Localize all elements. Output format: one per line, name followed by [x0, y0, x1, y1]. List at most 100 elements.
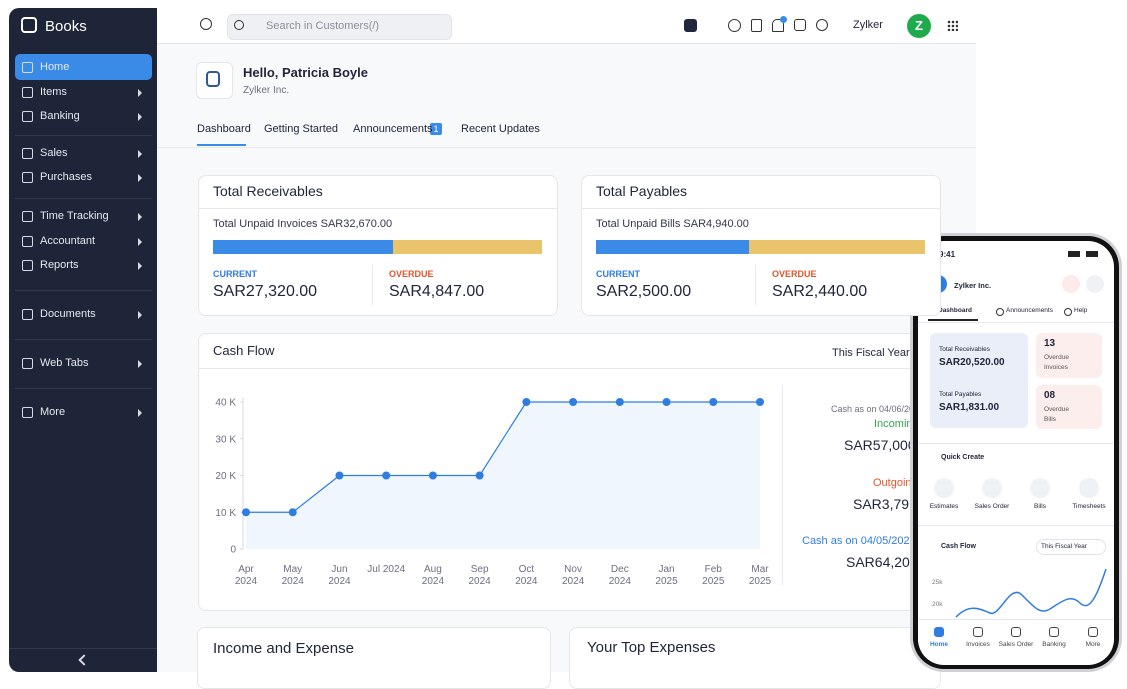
line — [246, 401, 760, 513]
separator — [581, 208, 941, 209]
separator — [157, 147, 976, 148]
overdue-invoices-count: 13 — [1044, 338, 1056, 349]
sidebar-item[interactable]: Items — [22, 86, 67, 98]
help-icon[interactable] — [816, 19, 828, 31]
sidebar-item[interactable]: Documents — [22, 308, 96, 320]
nav-label[interactable]: Home — [929, 641, 949, 648]
status-icons — [1068, 251, 1098, 257]
y-tick-label: 10 K — [215, 508, 236, 519]
x-tick-label: Apr 2024 — [234, 564, 258, 587]
tab[interactable]: Getting Started — [264, 123, 338, 135]
separator — [755, 265, 756, 305]
nav-icon — [973, 627, 983, 637]
x-tick-label: May 2024 — [281, 564, 304, 587]
nav-label[interactable]: Sales Order — [998, 641, 1034, 648]
point — [428, 471, 437, 480]
outgoing-label: Outgoin — [873, 477, 912, 489]
sidebar — [9, 8, 157, 672]
quick-create-label[interactable]: Timesheets — [1072, 503, 1106, 510]
add-button[interactable] — [684, 19, 697, 32]
organization: Zylker Inc. — [243, 85, 290, 96]
incoming-amount: SAR57,000 — [844, 437, 916, 453]
separator — [9, 648, 157, 649]
nav-icon — [934, 627, 944, 637]
quick-create-icon[interactable] — [1079, 478, 1099, 498]
quick-create-label[interactable]: Bills — [1034, 503, 1046, 510]
period-selector[interactable]: This Fiscal Year — [832, 347, 910, 359]
users-icon[interactable] — [728, 19, 741, 32]
mobile-org[interactable]: Zylker Inc. — [954, 281, 992, 290]
sidebar-item[interactable]: Purchases — [22, 171, 92, 183]
tab[interactable]: Recent Updates — [461, 123, 540, 135]
overdue-amount: SAR4,847.00 — [389, 283, 485, 300]
cash-flow-chart: 0 10 K 20 K 30 K 40 K — [215, 397, 764, 556]
receivables-amount: SAR20,520.00 — [939, 357, 1005, 368]
payables-label: Total Payables — [939, 391, 982, 398]
mobile-tab[interactable]: Announcements — [1006, 307, 1053, 314]
nav-label[interactable]: More — [1085, 641, 1101, 648]
x-tick-label: Aug 2024 — [421, 564, 445, 587]
sidebar-item[interactable]: Banking — [22, 110, 80, 122]
point — [242, 508, 250, 517]
avatar[interactable]: Z — [907, 14, 931, 38]
point — [522, 398, 531, 406]
history-icon[interactable] — [200, 18, 212, 30]
quick-create-icon[interactable] — [982, 478, 1002, 498]
mobile-nav — [918, 619, 1114, 665]
x-tick-label: Jul 2024 — [367, 564, 406, 575]
separator — [918, 443, 1114, 444]
mobile-alert[interactable] — [1062, 275, 1080, 293]
greeting: Hello, Patricia Boyle — [243, 65, 368, 80]
sidebar-item[interactable]: More — [21, 406, 66, 418]
sidebar-item[interactable]: Sales — [22, 147, 68, 159]
sidebar-item[interactable]: Accountant — [21, 235, 96, 247]
sidebar-item[interactable]: Reports — [22, 259, 79, 271]
overdue-invoices-box[interactable] — [1036, 333, 1102, 378]
y-tick-label: 40 K — [215, 398, 236, 409]
nav-icon — [1049, 627, 1059, 637]
cash-flow-card — [198, 333, 960, 611]
x-tick-label: Sep 2024 — [468, 564, 491, 587]
overdue-bills-count: 08 — [1044, 390, 1056, 401]
mobile-tick: 25k — [932, 579, 943, 586]
settings-icon[interactable] — [794, 19, 806, 31]
mobile-tab[interactable]: Help — [1074, 307, 1088, 314]
apps-icon[interactable] — [947, 20, 958, 31]
overdue-bills-label: Overdue Bills — [1044, 406, 1069, 423]
phone-frame: 9:41 Z Zylker Inc. Total Receivables SAR… — [910, 233, 1122, 672]
mobile-period-selector[interactable] — [1036, 539, 1106, 555]
separator — [918, 322, 1114, 323]
notifications-icon[interactable] — [772, 19, 784, 32]
mobile-search[interactable] — [1086, 275, 1104, 293]
submenu-arrow — [138, 174, 142, 182]
opening-label: Cash as on 04/06/20 — [831, 404, 915, 414]
overdue-label: OVERDUE — [389, 269, 434, 279]
nav-label[interactable]: Banking — [1042, 641, 1066, 648]
current-label: CURRENT — [596, 269, 640, 279]
organization-switcher[interactable]: Zylker — [853, 19, 883, 31]
nav-label[interactable]: Invoices — [966, 641, 990, 648]
status-time: 9:41 — [939, 250, 956, 259]
separator — [782, 385, 783, 585]
org-logo — [196, 62, 233, 99]
quick-create-icon[interactable] — [934, 478, 954, 498]
tab[interactable]: Announcements — [353, 123, 433, 135]
mobile-tab[interactable]: Dashboard — [938, 307, 972, 314]
quick-create-label[interactable]: Sales Order — [974, 503, 1010, 510]
unpaid-total: Total Unpaid Invoices SAR32,670.00 — [213, 218, 393, 230]
y-tick-label: 20 K — [215, 471, 236, 482]
separator — [15, 290, 152, 291]
sidebar-item[interactable]: Time Tracking — [22, 210, 109, 222]
tasks-icon[interactable] — [751, 19, 762, 32]
incoming-label: Incomin — [874, 418, 913, 430]
search-box[interactable] — [227, 14, 452, 40]
overdue-bills-box[interactable] — [1036, 385, 1102, 429]
sidebar-item[interactable]: Home — [21, 61, 70, 73]
tab[interactable]: Dashboard — [197, 123, 251, 135]
quick-create-icon[interactable] — [1030, 478, 1050, 498]
sidebar-item[interactable]: Web Tabs — [22, 357, 89, 369]
quick-create-label[interactable]: Estimates — [929, 503, 959, 510]
area — [246, 402, 760, 549]
active-item-bg — [15, 54, 152, 80]
point — [662, 398, 671, 406]
